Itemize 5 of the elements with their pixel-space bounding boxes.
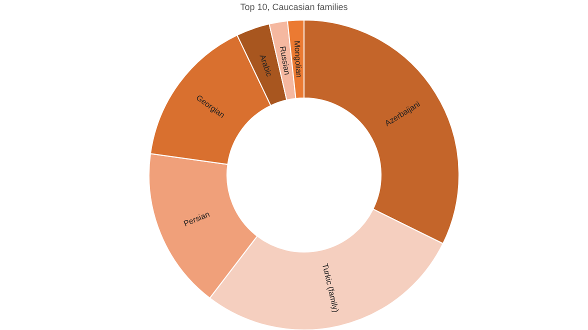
slice-label: Mongolian [292, 40, 304, 78]
slice-label: Arabic [258, 53, 274, 78]
slice-label: Turkic (family) [320, 262, 341, 314]
slice-label: Russian [278, 46, 292, 76]
chart-title: Top 10, Caucasian families [240, 2, 348, 12]
